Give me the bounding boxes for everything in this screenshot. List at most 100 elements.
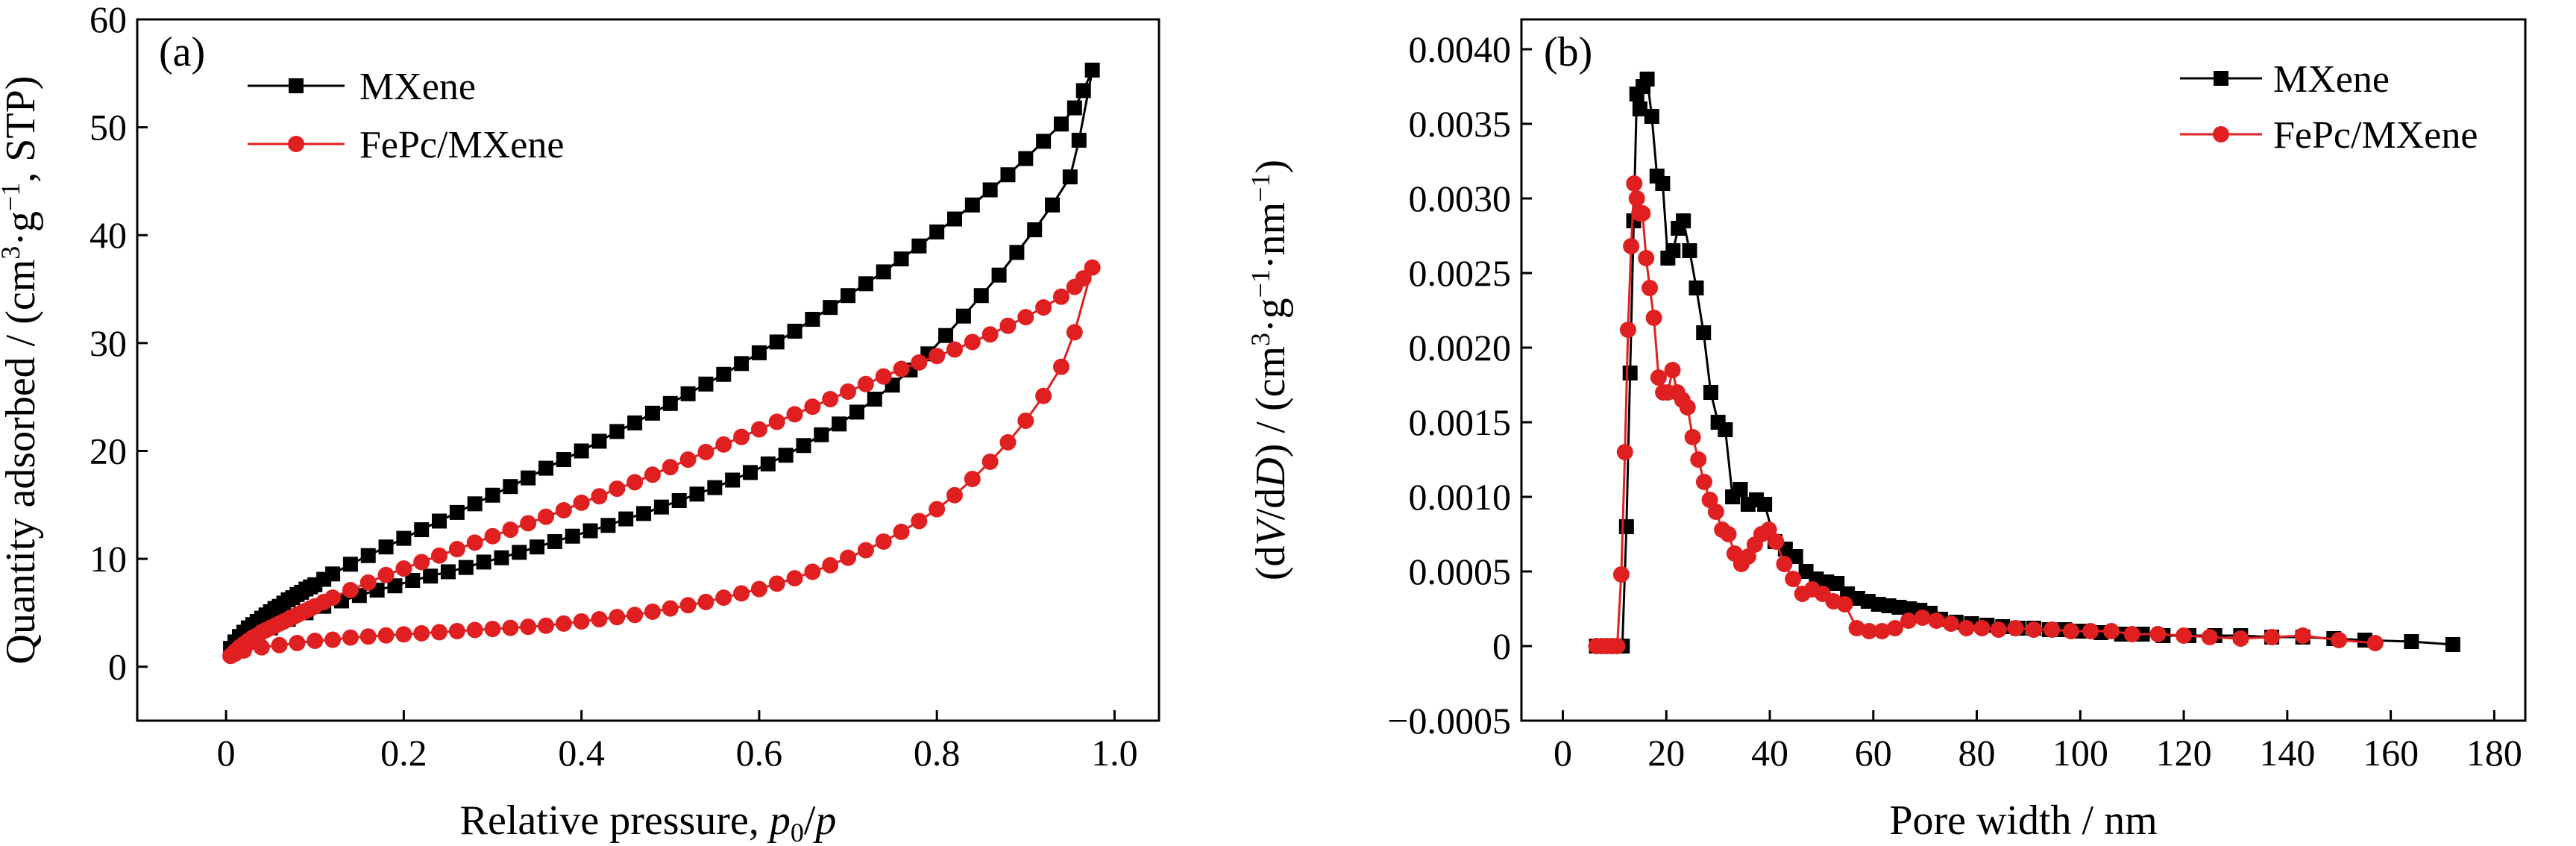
b-point-fepc-mxene: [1768, 533, 1785, 550]
a-point-mxene: [716, 366, 732, 382]
b-x-tick-label: 120: [2156, 732, 2212, 774]
a-point-fepc-mxene: [768, 413, 785, 430]
a-point-mxene: [423, 568, 439, 584]
a-point-fepc-mxene: [431, 547, 448, 564]
a-point-fepc-mxene: [555, 615, 572, 632]
a-point-fepc-mxene: [644, 466, 661, 483]
b-point-fepc-mxene: [1973, 620, 1991, 636]
a-point-fepc-mxene: [857, 375, 874, 392]
b-point-fepc-mxene: [1848, 620, 1865, 636]
b-y-V: V: [1248, 516, 1294, 546]
b-y-D: D: [1248, 457, 1294, 488]
a-point-mxene: [1053, 116, 1069, 132]
b-point-fepc-mxene: [2294, 627, 2311, 644]
b-point-fepc-mxene: [1886, 620, 1903, 636]
a-point-fepc-mxene: [911, 354, 928, 371]
a-point-mxene: [378, 539, 394, 555]
a-point-mxene: [876, 264, 891, 280]
a-point-fepc-mxene: [662, 459, 679, 476]
b-x-tick-label: 180: [2466, 732, 2522, 774]
a-point-fepc-mxene: [822, 557, 839, 574]
a-x-tick-label: 0.6: [736, 732, 783, 774]
b-point-mxene: [1732, 482, 1748, 497]
panel-a-y-axis-label: Quantity adsorbed / (cm3·g−1, STP): [0, 76, 44, 665]
a-point-mxene: [565, 528, 580, 544]
a-point-fepc-mxene: [697, 593, 714, 610]
panel-b-y-axis-label: (dV/dD) / (cm3·g−1·nm−1): [1245, 160, 1294, 580]
a-point-fepc-mxene: [893, 360, 910, 377]
a-point-fepc-mxene: [733, 428, 750, 445]
a-point-mxene: [467, 496, 483, 512]
a-point-fepc-mxene: [324, 589, 342, 607]
b-point-fepc-mxene: [1679, 399, 1696, 416]
panel-a-y-label-main: Quantity adsorbed / (cm: [0, 260, 44, 665]
legend-marker-fepc-mxene-b: [2213, 126, 2229, 142]
a-point-mxene: [627, 415, 643, 430]
a-x-tick-label: 1.0: [1091, 732, 1138, 774]
panel-a-x-label-main: Relative pressure,: [460, 798, 770, 844]
a-point-mxene: [530, 539, 545, 555]
a-point-fepc-mxene: [964, 333, 981, 351]
a-point-mxene: [991, 267, 1007, 283]
b-y-tick-label: 0.0040: [1409, 28, 1512, 70]
a-point-mxene: [360, 548, 376, 563]
b-series-line-mxene: [1596, 78, 2454, 648]
b-point-fepc-mxene: [2102, 623, 2120, 639]
b-point-fepc-mxene: [1861, 623, 1878, 639]
a-point-mxene: [574, 443, 589, 459]
a-point-fepc-mxene: [1035, 387, 1052, 404]
a-point-mxene: [325, 566, 341, 582]
panel-b-chart: (b) 0 20 40 60 80 100 120 140 160 180 −0.0005 0 0.00…: [1245, 18, 2527, 844]
b-x-tick-label: 60: [1855, 732, 1892, 774]
a-point-fepc-mxene: [840, 549, 857, 566]
panel-a-x-axis-label: Relative pressure, p0/p: [460, 798, 837, 846]
a-point-fepc-mxene: [395, 560, 412, 577]
a-point-mxene: [893, 251, 909, 267]
a-point-mxene: [449, 504, 465, 520]
a-point-fepc-mxene: [1017, 309, 1034, 326]
a-point-mxene: [823, 300, 838, 316]
b-point-mxene: [1632, 101, 1647, 116]
panel-b-legend: MXene FePc/MXene: [2180, 58, 2478, 157]
b-point-fepc-mxene: [1626, 175, 1643, 192]
b-point-mxene: [1696, 325, 1712, 340]
a-point-fepc-mxene: [253, 639, 270, 656]
panel-a-legend: MXene FePc/MXene: [248, 66, 564, 166]
panel-a-y-label-mid: ·g: [0, 211, 44, 246]
a-point-fepc-mxene: [626, 474, 644, 491]
b-point-fepc-mxene: [1623, 238, 1640, 254]
b-y-sup2: −1: [1245, 269, 1275, 298]
panel-a-plot-frame: [136, 18, 1160, 722]
b-point-fepc-mxene: [2025, 621, 2042, 638]
b-point-fepc-mxene: [2043, 621, 2061, 638]
a-point-fepc-mxene: [750, 580, 767, 598]
a-point-mxene: [440, 564, 456, 580]
a-point-mxene: [662, 395, 678, 411]
b-y-tick-label: 0.0025: [1409, 252, 1512, 294]
a-y-tick-label: 0: [108, 646, 127, 688]
a-point-fepc-mxene: [1017, 412, 1034, 429]
a-point-mxene: [644, 405, 660, 421]
a-point-fepc-mxene: [946, 486, 963, 504]
a-point-fepc-mxene: [1084, 259, 1101, 276]
legend-label-mxene-b: MXene: [2273, 58, 2390, 101]
b-x-tick-label: 40: [1751, 732, 1788, 774]
b-point-mxene: [1618, 519, 1634, 534]
a-point-fepc-mxene: [502, 619, 519, 636]
b-point-fepc-mxene: [2176, 627, 2193, 644]
a-point-fepc-mxene: [964, 471, 981, 488]
b-point-mxene: [1622, 366, 1638, 380]
a-point-fepc-mxene: [804, 398, 821, 416]
b-point-fepc-mxene: [1990, 621, 2007, 638]
panel-a-x-label-slash: /: [804, 798, 816, 844]
b-y-tick-label: 0.0005: [1409, 551, 1512, 592]
a-point-mxene: [591, 433, 607, 449]
a-point-mxene: [796, 438, 811, 454]
legend-label-fepc-mxene: FePc/MXene: [359, 124, 564, 166]
a-point-fepc-mxene: [679, 597, 697, 614]
a-x-tick-label: 0.4: [558, 732, 605, 774]
b-point-mxene: [1676, 213, 1691, 228]
panel-a-y-label-end: , STP): [0, 76, 44, 183]
